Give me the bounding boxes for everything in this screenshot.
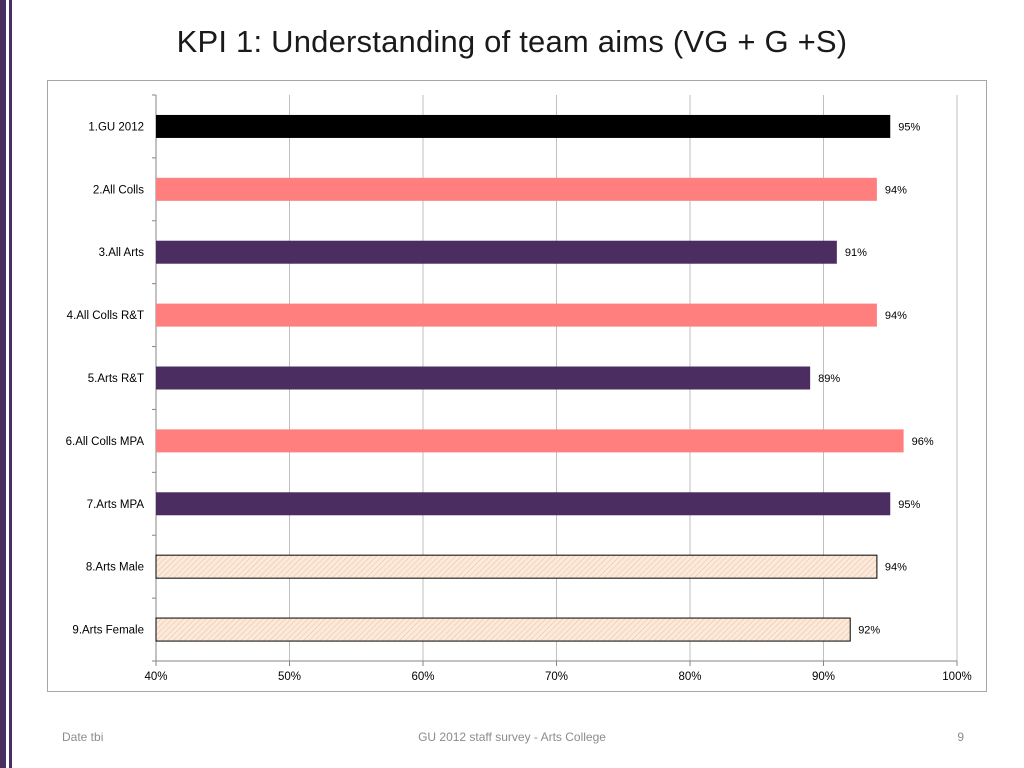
data-label: 94% xyxy=(885,310,907,322)
category-label: 1.GU 2012 xyxy=(88,121,144,133)
category-label: 8.Arts Male xyxy=(86,562,144,574)
category-label: 2.All Colls xyxy=(93,184,144,196)
bar-chart: 40% 50% 60% 70% 80% 90% 100% 1.GU 2012 95% 2.All … xyxy=(66,94,972,683)
data-label: 91% xyxy=(845,247,867,259)
bar xyxy=(156,366,811,390)
x-tick-label: 90% xyxy=(812,671,835,683)
x-tick-label: 80% xyxy=(678,671,701,683)
data-label: 89% xyxy=(818,373,840,385)
bar xyxy=(156,303,877,327)
x-tick-label: 50% xyxy=(278,671,301,683)
chart-frame: 40% 50% 60% 70% 80% 90% 100% 1.GU 2012 95% 2.All … xyxy=(47,80,987,692)
category-label: 6.All Colls MPA xyxy=(66,436,145,448)
data-label: 92% xyxy=(858,625,880,637)
bar xyxy=(156,429,904,453)
accent-stripe-wide xyxy=(0,0,6,768)
bar xyxy=(156,114,891,138)
category-label: 5.Arts R&T xyxy=(88,373,144,385)
bar xyxy=(156,492,891,516)
category-label: 4.All Colls R&T xyxy=(67,310,144,322)
category-label: 3.All Arts xyxy=(99,247,145,259)
bar xyxy=(155,554,878,579)
category-label: 9.Arts Female xyxy=(72,625,144,637)
data-label: 96% xyxy=(912,436,934,448)
data-label: 95% xyxy=(898,121,920,133)
bars xyxy=(155,114,904,642)
x-tick-label: 70% xyxy=(545,671,568,683)
data-label: 94% xyxy=(885,184,907,196)
x-tick-label: 60% xyxy=(411,671,434,683)
data-label: 95% xyxy=(898,499,920,511)
data-label: 94% xyxy=(885,562,907,574)
labels: 40% 50% 60% 70% 80% 90% 100% 1.GU 2012 95% 2.All … xyxy=(66,121,972,683)
x-tick-label: 100% xyxy=(942,671,971,683)
page-number: 9 xyxy=(957,730,964,744)
accent-stripe-narrow xyxy=(9,0,12,768)
footer-date: Date tbi xyxy=(62,730,104,744)
bar xyxy=(155,617,851,642)
slide-title: KPI 1: Understanding of team aims (VG + … xyxy=(176,24,848,59)
bar xyxy=(156,177,877,201)
bar xyxy=(156,240,837,264)
x-tick-label: 40% xyxy=(144,671,167,683)
left-accent-stripes xyxy=(0,0,14,768)
footer-subtitle: GU 2012 staff survey - Arts College xyxy=(418,730,606,744)
category-label: 7.Arts MPA xyxy=(87,499,145,511)
